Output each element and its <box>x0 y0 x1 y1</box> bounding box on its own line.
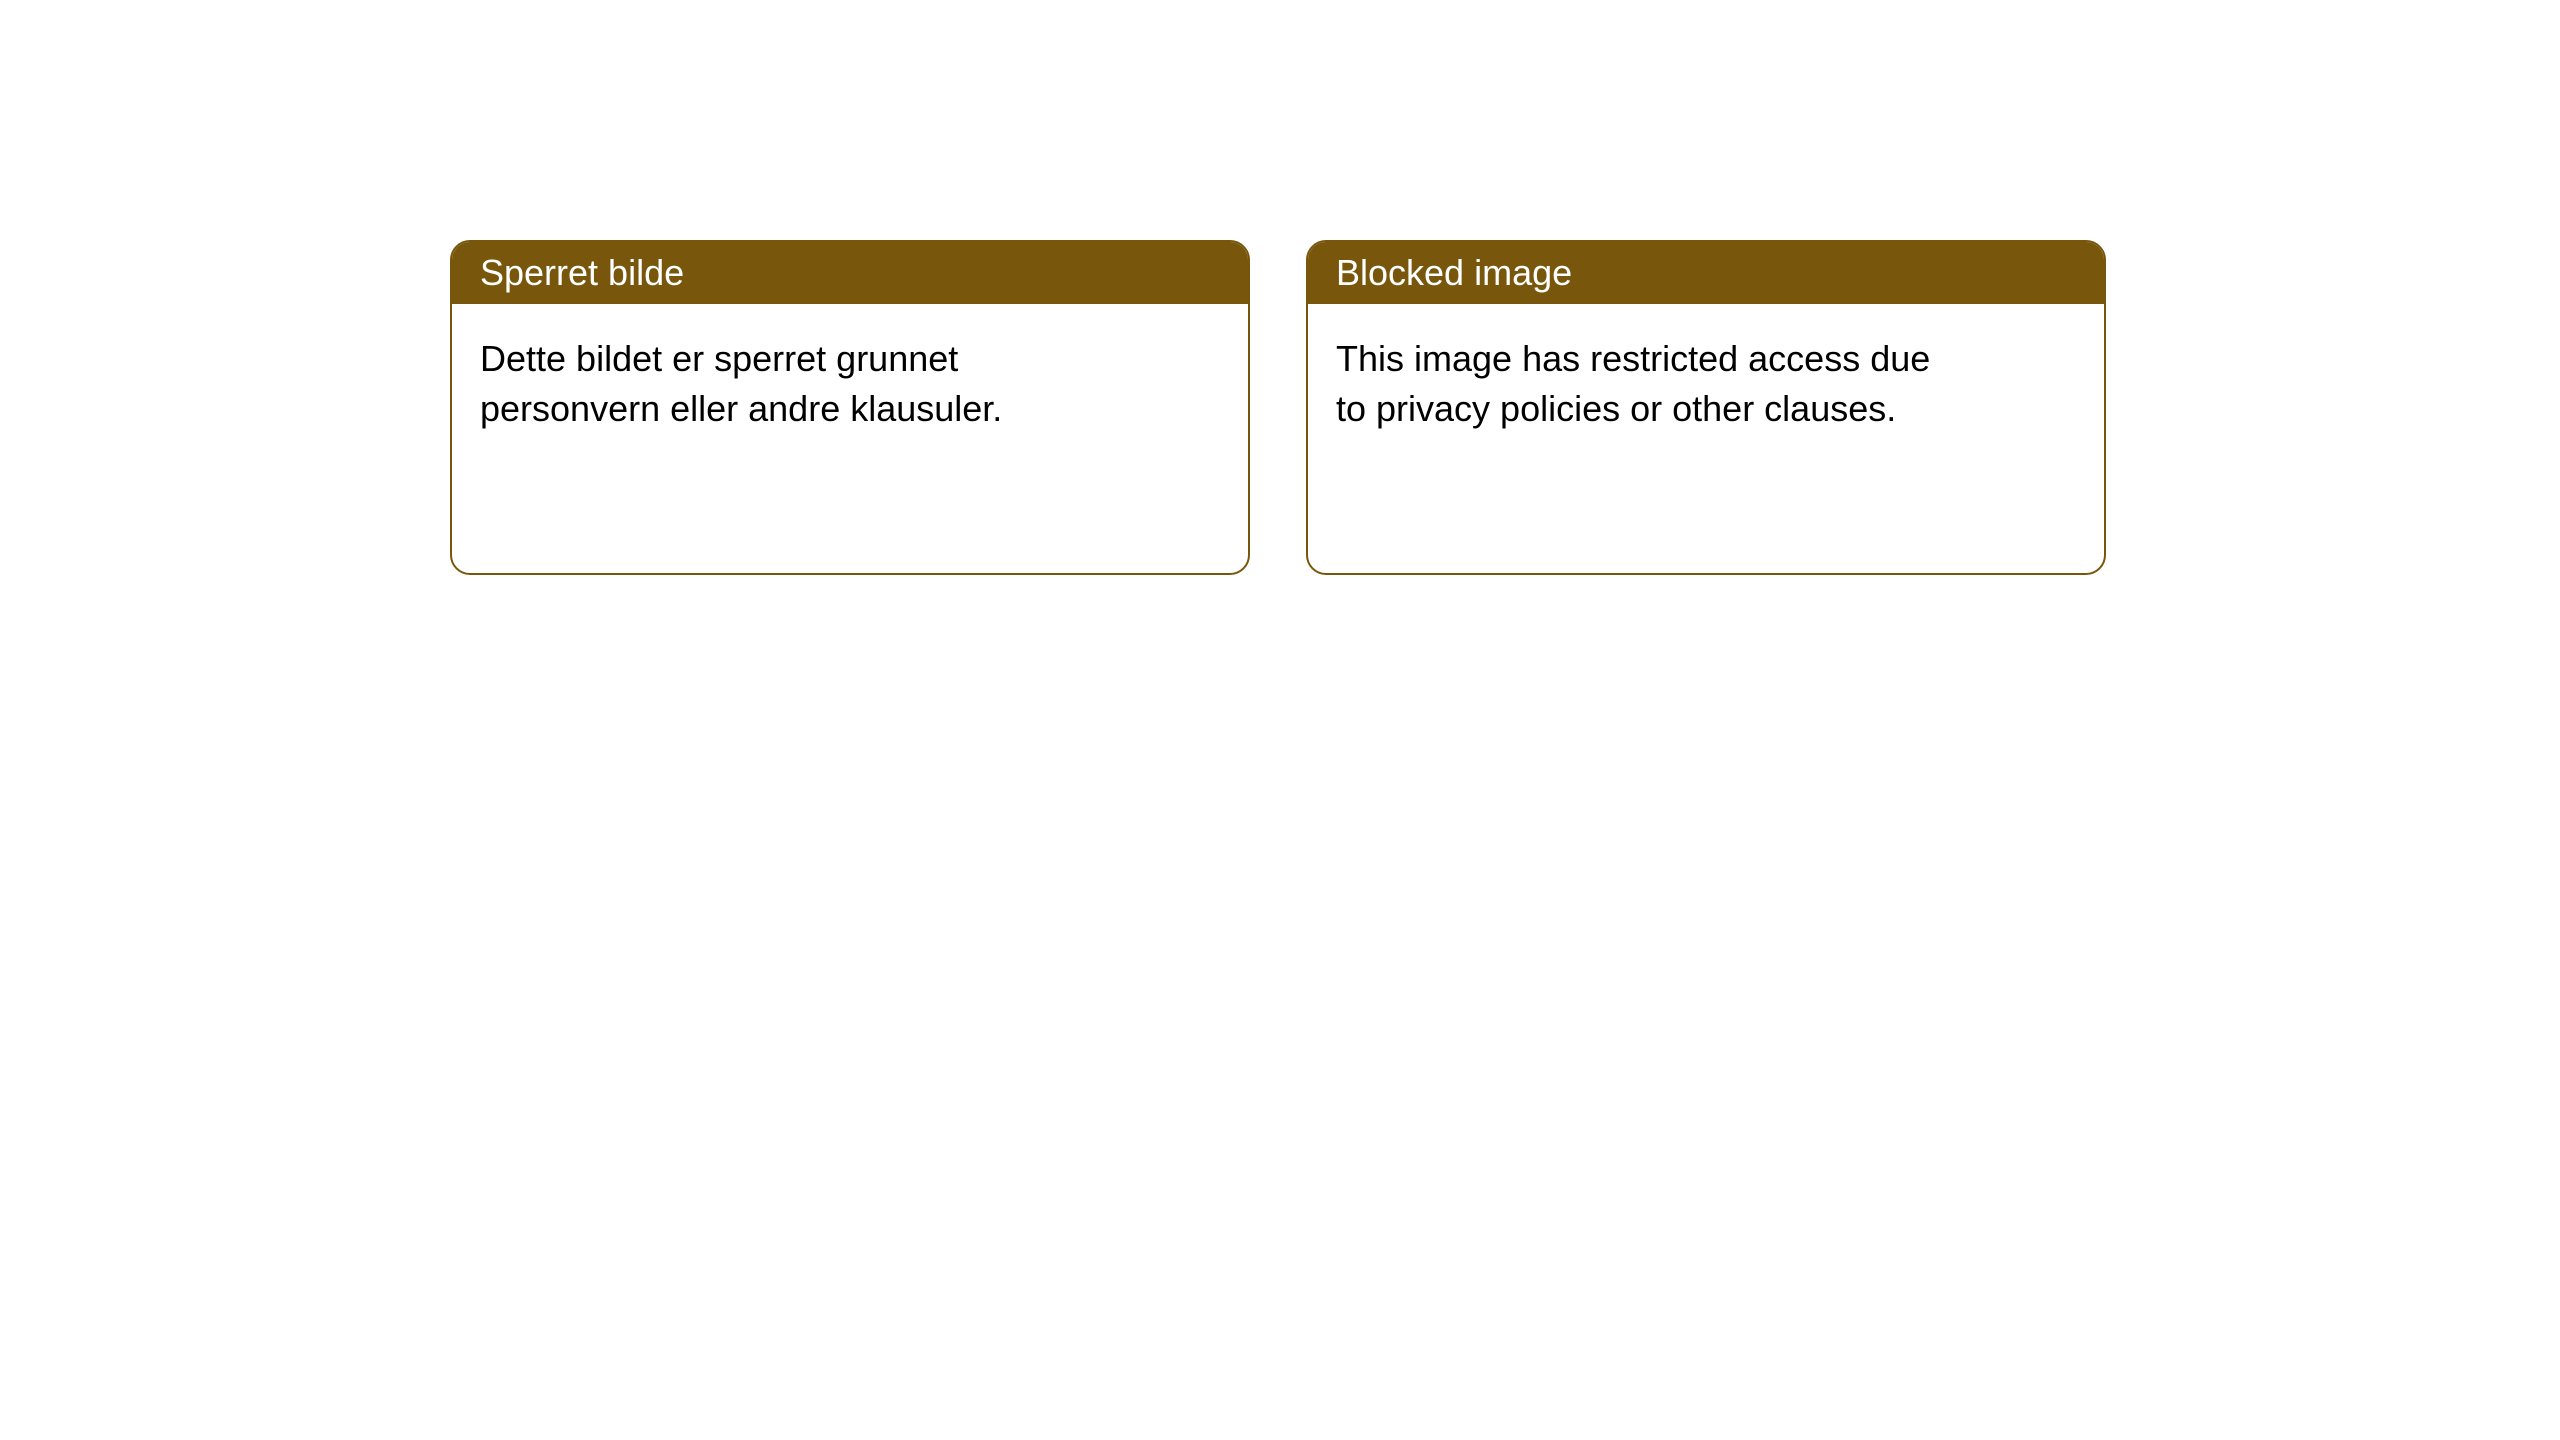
notice-title: Blocked image <box>1336 252 1572 293</box>
notice-card-english: Blocked image This image has restricted … <box>1306 240 2106 575</box>
notice-body: This image has restricted access due to … <box>1308 304 1988 465</box>
notice-card-norwegian: Sperret bilde Dette bildet er sperret gr… <box>450 240 1250 575</box>
notice-header: Sperret bilde <box>452 242 1248 304</box>
notice-body: Dette bildet er sperret grunnet personve… <box>452 304 1132 465</box>
notice-header: Blocked image <box>1308 242 2104 304</box>
notice-text: This image has restricted access due to … <box>1336 338 1930 429</box>
notice-container: Sperret bilde Dette bildet er sperret gr… <box>450 240 2106 575</box>
notice-title: Sperret bilde <box>480 252 684 293</box>
notice-text: Dette bildet er sperret grunnet personve… <box>480 338 1002 429</box>
